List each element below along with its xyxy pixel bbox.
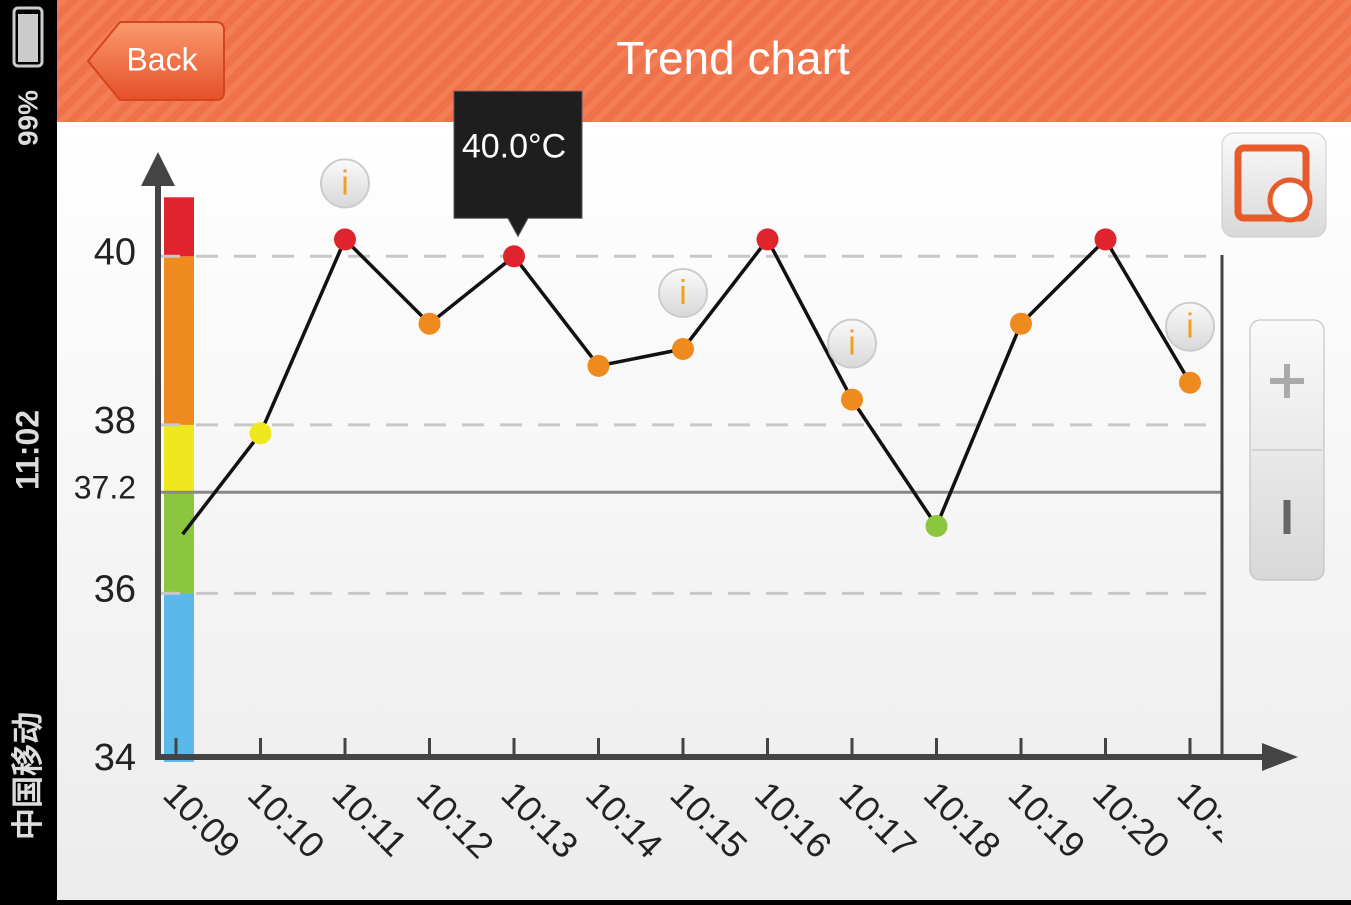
data-point (503, 245, 525, 268)
battery: 99% (12, 90, 43, 146)
info-icon (658, 268, 708, 318)
battery-fill (18, 14, 38, 62)
data-point (418, 312, 441, 335)
info-label: i (1186, 308, 1194, 346)
history-icon[interactable] (1234, 144, 1310, 222)
data-point (841, 388, 863, 411)
data-point (165, 531, 187, 554)
y-tick-label: 40 (94, 231, 136, 273)
status-texts: 中国移动 11:02 99% (9, 90, 45, 840)
content (57, 122, 1351, 900)
y-tick-label: 34 (94, 737, 136, 779)
info-icon (827, 318, 877, 369)
data-point (672, 338, 694, 360)
y-tick-label: 37.2 (74, 470, 136, 506)
info-label: i (848, 325, 856, 363)
status-bar (0, 0, 57, 900)
info-label: i (341, 164, 349, 202)
back-button[interactable] (86, 21, 225, 101)
range-band (164, 593, 194, 762)
info-label: i (679, 274, 687, 312)
range-band (164, 197, 194, 257)
y-axis-arrow (141, 152, 175, 186)
data-point (1179, 371, 1201, 394)
info-icon (1165, 301, 1215, 352)
data-point (1094, 228, 1117, 251)
data-point (587, 354, 610, 377)
data-point (1010, 312, 1032, 335)
x-axis-arrow (1262, 743, 1298, 771)
header-title: Trend chart (616, 32, 850, 84)
tooltip-label: 40.0°C (462, 127, 566, 165)
range-band (164, 256, 194, 425)
range-band (164, 424, 194, 493)
time: 11:02 (9, 410, 45, 490)
header (57, 0, 1351, 122)
history-clock[interactable] (1267, 177, 1313, 223)
data-point (334, 228, 356, 251)
data-point (925, 515, 948, 537)
tooltip-box (453, 90, 583, 238)
y-tick-label: 38 (94, 400, 136, 442)
back-label[interactable]: Back (126, 41, 198, 77)
battery-icon (12, 6, 44, 68)
data-point (249, 422, 272, 445)
carrier: 中国移动 (9, 712, 45, 840)
y-tick-label: 36 (94, 568, 136, 610)
info-icon (320, 158, 370, 209)
zoom-in[interactable] (1270, 364, 1304, 398)
data-point (756, 228, 779, 251)
